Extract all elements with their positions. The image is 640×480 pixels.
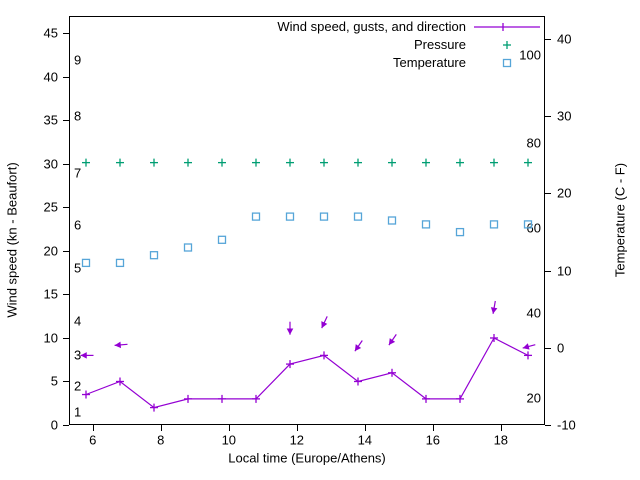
y-tick-label-left: 30 [43, 156, 58, 172]
beaufort-label: 2 [74, 378, 82, 394]
x-tick-label: 14 [357, 432, 373, 448]
x-tick [501, 425, 502, 431]
beaufort-label: 7 [74, 165, 82, 181]
beaufort-label: 1 [74, 404, 82, 420]
fahrenheit-label: 100 [519, 47, 541, 63]
fahrenheit-label: 20 [526, 390, 541, 406]
y-tick-right [545, 271, 551, 272]
y-tick-label-left: 35 [43, 112, 58, 128]
fahrenheit-label: 40 [526, 305, 541, 321]
legend-label: Wind speed, gusts, and direction [277, 19, 466, 34]
y-tick-right [545, 193, 551, 194]
beaufort-label: 3 [74, 347, 82, 363]
x-tick [93, 425, 94, 431]
y-tick-left [63, 120, 69, 121]
x-tick-label: 6 [89, 432, 97, 448]
x-tick-label: 10 [221, 432, 237, 448]
y-tick-label-right: -10 [557, 417, 576, 433]
y-tick-label-left: 0 [50, 417, 58, 433]
square-key [502, 58, 512, 68]
y-tick-left [63, 425, 69, 426]
y-tick-right [545, 39, 551, 40]
y-tick-left [63, 381, 69, 382]
x-tick [229, 425, 230, 431]
legend-label: Temperature [393, 55, 466, 70]
x-tick-label: 16 [425, 432, 441, 448]
beaufort-label: 5 [74, 260, 82, 276]
y-tick-right [545, 348, 551, 349]
beaufort-label: 9 [74, 52, 82, 67]
y-tick-label-left: 5 [50, 373, 58, 389]
legend-key [470, 18, 544, 35]
y-axis-title-right: Temperature (C - F) [612, 162, 628, 278]
y-tick-right [545, 116, 551, 117]
y-tick-label-right: 10 [557, 263, 572, 279]
y-tick-left [63, 77, 69, 78]
x-tick [365, 425, 366, 431]
legend-key [470, 54, 544, 71]
y-axis-title-left: Wind speed (kn - Beaufort) [4, 162, 20, 318]
y-tick-left [63, 294, 69, 295]
legend-item: Temperature [232, 54, 544, 71]
x-tick [433, 425, 434, 431]
beaufort-label: 4 [74, 313, 82, 329]
x-axis-title: Local time (Europe/Athens) [228, 450, 386, 466]
y-tick-left [63, 251, 69, 252]
legend-item: Pressure [232, 36, 544, 53]
y-tick-label-left: 40 [43, 69, 58, 85]
legend-label: Pressure [413, 37, 466, 52]
y-tick-label-left: 45 [43, 25, 58, 41]
y-tick-label-right: 0 [557, 340, 565, 356]
plus-key [503, 41, 511, 49]
legend-key [470, 36, 544, 53]
y-tick-left [63, 338, 69, 339]
y-tick-left [63, 207, 69, 208]
legend: Wind speed, gusts, and direction Pressure… [232, 18, 544, 74]
beaufort-label: 6 [74, 217, 82, 233]
beaufort-label: 8 [74, 108, 82, 124]
fahrenheit-label: 60 [526, 220, 541, 236]
y-tick-label-right: 20 [557, 185, 572, 201]
y-tick-label-left: 15 [43, 286, 58, 302]
y-tick-label-left: 25 [43, 199, 58, 215]
y-tick-right [545, 425, 551, 426]
x-tick [161, 425, 162, 431]
legend-item: Wind speed, gusts, and direction [232, 18, 544, 35]
x-tick-label: 18 [493, 432, 509, 448]
x-tick [297, 425, 298, 431]
fahrenheit-label: 80 [526, 135, 541, 151]
y-tick-label-left: 10 [43, 330, 58, 346]
plot-area [69, 16, 545, 425]
x-tick-label: 8 [157, 432, 165, 448]
y-tick-label-right: 30 [557, 108, 572, 124]
line-plus-key [474, 23, 540, 31]
y-tick-label-left: 20 [43, 243, 58, 259]
y-tick-label-right: 40 [557, 31, 572, 47]
y-tick-left [63, 164, 69, 165]
y-tick-left [63, 33, 69, 34]
x-tick-label: 12 [289, 432, 305, 448]
